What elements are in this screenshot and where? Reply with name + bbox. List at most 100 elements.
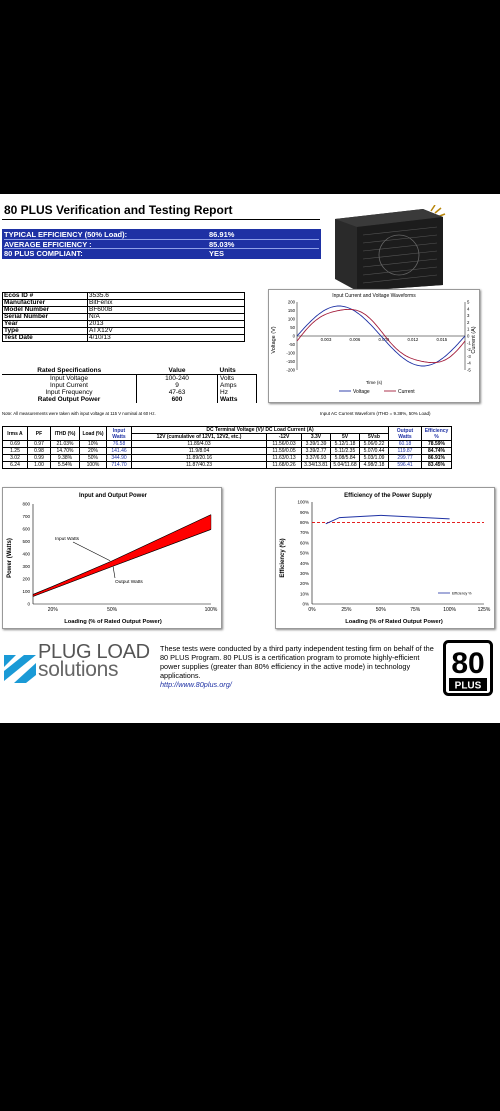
input-watts-cell: 141.46 (106, 447, 132, 455)
efficiency-chart-axes: 100% 90% 80% 70% 60% 50% 40% 30% 20% 10% 0%0% 25% 50… (297, 500, 490, 613)
efficiency-cell: 83.45% (421, 461, 452, 469)
average-efficiency-label: AVERAGE EFFICIENCY : (4, 240, 92, 249)
dc-terminal-header: DC Terminal Voltage (V)/ DC Load Current… (131, 426, 389, 434)
power-chart-x-tick: 50% (107, 607, 118, 613)
efficiency-summary: TYPICAL EFFICIENCY (50% Load): 86.91% AV… (2, 229, 321, 259)
waveform-left-ticks: 200 150 100 50 0 -50 -100 -150 -200 (286, 300, 295, 373)
program-blurb: These tests were conducted by a third pa… (160, 644, 434, 680)
info-row: Type ATX12V (2, 327, 245, 335)
pf-cell: 1.00 (27, 461, 51, 469)
input-watts-header: Input Watts (106, 426, 132, 441)
load-header: Load (%) (79, 426, 107, 441)
input-output-power-chart: Input and Output Power Power (Watts) Loa… (2, 487, 222, 629)
efficiency-cell: 78.59% (421, 440, 452, 448)
compliant-label: 80 PLUS COMPLIANT: (4, 249, 83, 258)
average-efficiency-row: AVERAGE EFFICIENCY : 85.03% (4, 239, 319, 249)
rated-row: Input Current 9 Amps (2, 382, 257, 389)
minus12v-cell: 11.56/0.03 (266, 440, 302, 448)
output-watts-cell: 60.18 (388, 440, 422, 448)
rated-row: Input Frequency 47-63 Hz (2, 389, 257, 396)
output-watts-cell: 596.41 (388, 461, 422, 469)
info-value: 4/10/13 (87, 334, 245, 342)
ithd-header: ITHD (%) (50, 426, 80, 441)
power-chart-y-tick: 200 (22, 577, 30, 582)
measurement-note: Note: All measurements were taken with i… (2, 411, 156, 416)
waveform-caption: Input AC Current Waveform (ITHD = 9.38%,… (320, 411, 431, 416)
v12-cell: 11.87/40.23 (131, 461, 267, 469)
waveform-left-tick: -200 (286, 368, 295, 373)
efficiency-chart-y-tick: 30% (300, 571, 309, 576)
perf-row: 6.24 1.00 5.54% 100% 714.70 11.87/40.23 11.68/… (2, 461, 452, 469)
minus12v-cell: 11.68/0.26 (266, 461, 302, 469)
plug-load-solutions-logo (4, 655, 36, 683)
rated-row: Rated Output Power 600 Watts (2, 396, 257, 403)
info-value: ATX12V (87, 327, 245, 335)
input-watts-cell: 76.58 (106, 440, 132, 448)
efficiency-chart-x-tick: 0% (308, 607, 316, 613)
info-value: BF600B (87, 306, 245, 314)
perf-header-row: Irms A PF ITHD (%) Load (%) Input Watts … (2, 426, 452, 441)
waveform-left-tick: 50 (290, 325, 295, 330)
efficiency-chart-x-tick: 50% (376, 607, 387, 613)
power-chart-x-tick: 100% (205, 607, 218, 613)
output-watts-cell: 299.77 (388, 454, 422, 462)
rated-specifications-table: Rated Specifications Value Units Input V… (2, 367, 257, 403)
load-cell: 10% (79, 440, 107, 448)
v5sb-cell: 5.07/0.44 (359, 447, 389, 455)
efficiency-chart-y-tick: 50% (300, 551, 309, 556)
rated-spec-header: Rated Specifications (2, 367, 137, 375)
v5sb-cell: 5.03/1.09 (359, 454, 389, 462)
efficiency-chart-y-tick: 90% (300, 510, 309, 515)
waveform-ylabel-left: Voltage (V) (271, 326, 277, 353)
efficiency-chart-x-tick: 25% (341, 607, 352, 613)
efficiency-chart-x-tick: 125% (478, 607, 491, 613)
rated-unit: Volts (217, 374, 257, 382)
output-watts-header: Output Watts (388, 426, 422, 441)
info-row: Year 2013 (2, 320, 245, 328)
info-key: Test Date (2, 334, 88, 342)
waveform-right-tick: 0 (467, 334, 470, 339)
ithd-cell: 14.70% (50, 447, 80, 455)
v12-cell: 11.89/4.03 (131, 440, 267, 448)
efficiency-chart-marks: Efficiency % (312, 514, 484, 596)
waveform-right-ticks: 54 3 2 1 0-1 -2 -3 -4 -5 (467, 300, 471, 373)
minus12v-header: -12V (266, 433, 302, 441)
v33-cell: 3.39/1.39 (301, 440, 331, 448)
ithd-cell: 5.54% (50, 461, 80, 469)
logo-line-2: solutions (38, 658, 119, 681)
pf-header: PF (27, 426, 51, 441)
v5sb-cell: 5.06/0.22 (359, 440, 389, 448)
report-page: 80 PLUS Verification and Testing Report … (0, 194, 500, 723)
v12-cell: 11.9/8.04 (131, 447, 267, 455)
waveform-left-tick: 200 (288, 300, 296, 305)
v33-header: 3.3V (301, 433, 331, 441)
efficiency-cell: 84.74% (421, 447, 452, 455)
load-cell: 100% (79, 461, 107, 469)
v5-cell: 5.11/2.35 (330, 447, 360, 455)
waveform-x-tick: 0.015 (436, 337, 447, 342)
output-watts-line (32, 529, 212, 597)
efficiency-chart-y-tick: 70% (300, 530, 309, 535)
badge-word: PLUS (455, 681, 482, 692)
efficiency-chart-x-tick: 75% (410, 607, 421, 613)
input-watts-cell: 344.90 (106, 454, 132, 462)
waveform-left-tick: 100 (288, 317, 296, 322)
80plus-link[interactable]: http://www.80plus.org/ (160, 680, 232, 689)
efficiency-chart-y-tick: 40% (300, 561, 309, 566)
waveform-left-tick: 150 (288, 308, 296, 313)
efficiency-chart-y-tick: 0% (302, 602, 309, 607)
waveform-x-tick: 0.006 (350, 337, 361, 342)
waveform-svg: Input Current and Voltage Waveforms Volt… (271, 293, 477, 395)
power-chart-y-tick: 300 (22, 564, 30, 569)
80-plus-badge: 80 PLUS (443, 640, 493, 696)
input-watts-pointer (72, 541, 111, 561)
efficiency-chart-y-tick: 60% (300, 540, 309, 545)
rated-value: 9 (136, 382, 218, 389)
rated-spec: Input Current (50, 382, 88, 389)
waveform-left-tick: 0 (293, 334, 296, 339)
perf-row: 0.69 0.97 21.03% 10% 76.58 11.89/4.03 11.56/0.… (2, 440, 452, 448)
compliant-row: 80 PLUS COMPLIANT: YES (4, 248, 319, 258)
rated-spec: Rated Output Power (37, 396, 101, 403)
rated-unit: Watts (217, 396, 257, 403)
input-watts-cell: 714.70 (106, 461, 132, 469)
